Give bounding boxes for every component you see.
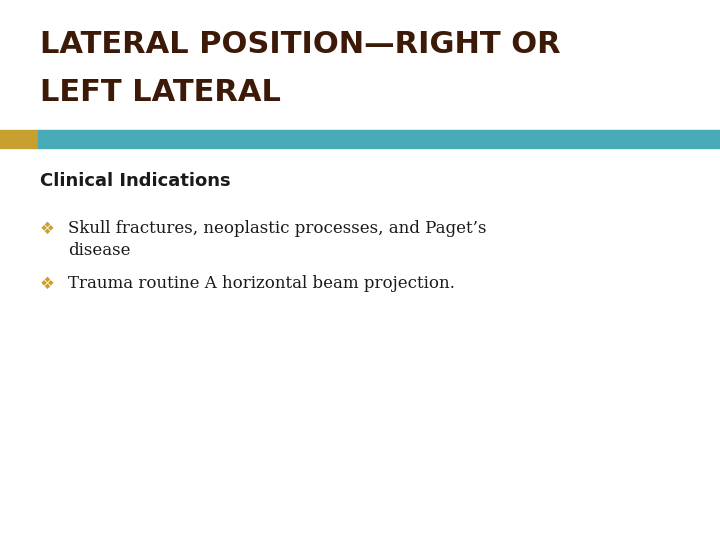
Bar (38, 130, 720, 148)
Bar (0, 130, 38, 148)
Text: Skull fractures, neoplastic processes, and Paget’s: Skull fractures, neoplastic processes, a… (68, 220, 487, 237)
Text: Clinical Indications: Clinical Indications (40, 172, 230, 190)
Text: LATERAL POSITION—RIGHT OR: LATERAL POSITION—RIGHT OR (40, 30, 561, 59)
Text: disease: disease (68, 242, 130, 259)
Text: Trauma routine A horizontal beam projection.: Trauma routine A horizontal beam project… (68, 275, 455, 292)
Text: ❖: ❖ (40, 275, 55, 293)
Text: LEFT LATERAL: LEFT LATERAL (40, 78, 281, 107)
Text: ❖: ❖ (40, 220, 55, 238)
